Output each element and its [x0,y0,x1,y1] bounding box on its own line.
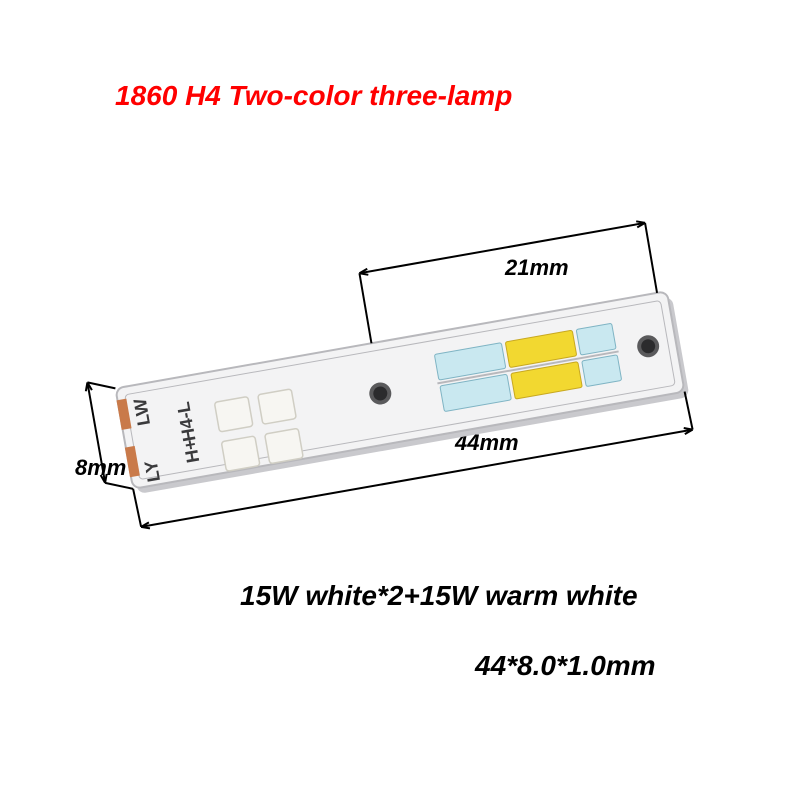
svg-text:LY: LY [141,459,164,484]
diagram-svg: LWLYH4-LH+ [0,0,800,800]
svg-text:H+: H+ [180,438,204,465]
